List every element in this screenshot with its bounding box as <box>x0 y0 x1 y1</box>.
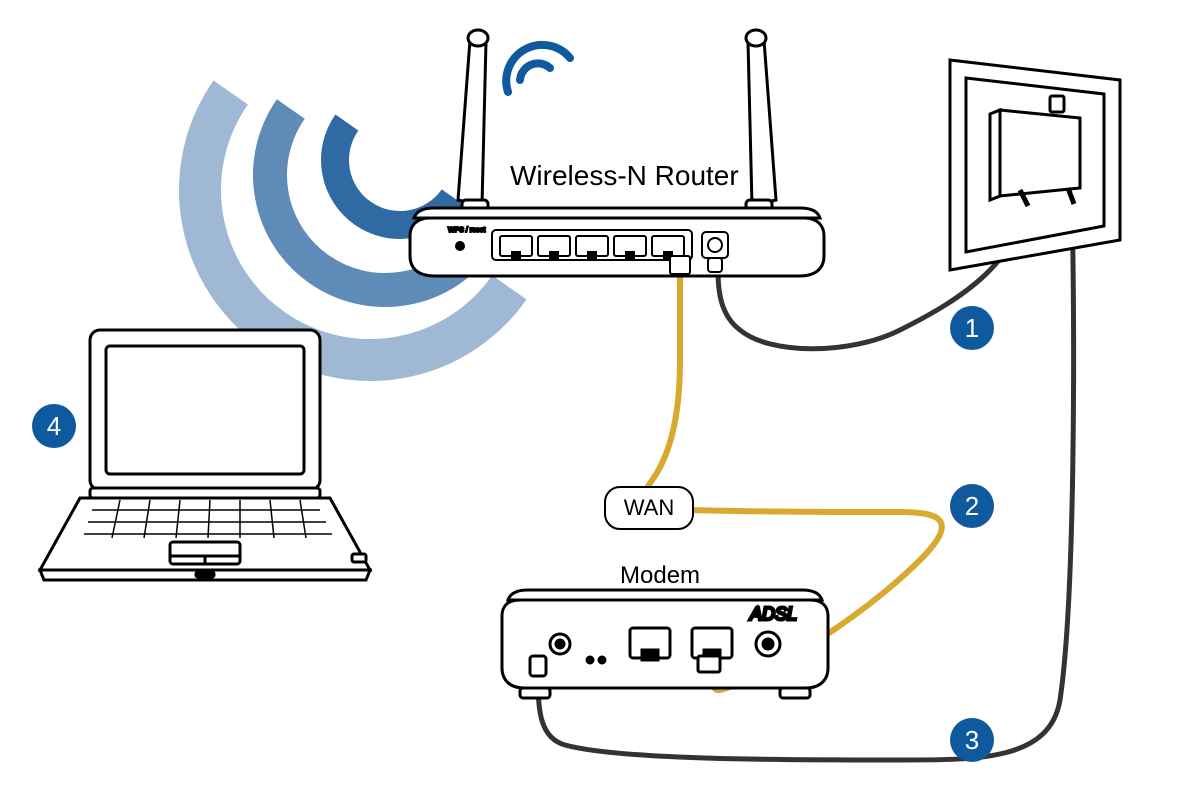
step-1-badge: 1 <box>950 306 994 350</box>
wan-badge: WAN <box>604 486 694 530</box>
wan-label: WAN <box>624 495 675 521</box>
step-3-number: 3 <box>965 725 979 756</box>
diagram-canvas: WPS / reset <box>0 0 1200 800</box>
step-4-number: 4 <box>47 411 61 442</box>
router-label: Wireless-N Router <box>510 160 739 192</box>
step-4-badge: 4 <box>32 404 76 448</box>
step-2-badge: 2 <box>950 484 994 528</box>
modem-label: Modem <box>620 562 700 590</box>
laptop-icon <box>0 0 1200 800</box>
step-2-number: 2 <box>965 491 979 522</box>
step-1-number: 1 <box>965 313 979 344</box>
step-3-badge: 3 <box>950 718 994 762</box>
